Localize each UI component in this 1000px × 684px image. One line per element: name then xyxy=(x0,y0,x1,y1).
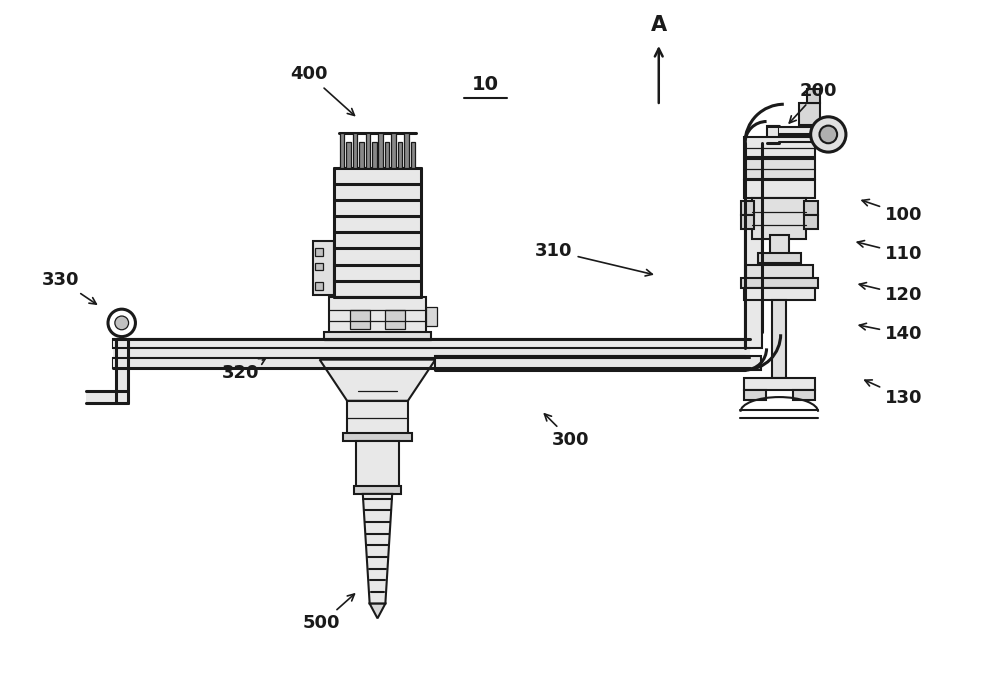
Bar xyxy=(779,127,828,142)
Bar xyxy=(315,263,323,270)
Bar xyxy=(350,310,370,329)
Bar xyxy=(744,378,815,390)
Bar xyxy=(385,310,405,329)
Bar xyxy=(770,235,789,257)
Bar xyxy=(334,168,421,297)
Text: 500: 500 xyxy=(303,594,354,632)
Bar xyxy=(113,339,750,368)
Bar xyxy=(404,133,409,168)
Polygon shape xyxy=(320,360,435,401)
Polygon shape xyxy=(370,604,385,618)
Polygon shape xyxy=(363,494,392,604)
Bar xyxy=(744,159,815,179)
Bar xyxy=(752,198,806,239)
Bar xyxy=(113,339,750,348)
Circle shape xyxy=(108,309,135,337)
Bar xyxy=(767,126,779,143)
Bar xyxy=(435,356,761,370)
Bar xyxy=(804,201,818,215)
Bar xyxy=(353,133,357,168)
Text: 320: 320 xyxy=(222,358,266,382)
Bar xyxy=(391,133,396,168)
Bar xyxy=(315,282,323,290)
Bar xyxy=(793,390,815,400)
Text: 110: 110 xyxy=(857,241,923,263)
Bar xyxy=(744,288,815,300)
Bar xyxy=(315,248,323,256)
Bar xyxy=(746,265,813,280)
Bar xyxy=(86,391,128,403)
Bar xyxy=(347,401,408,435)
Text: 330: 330 xyxy=(42,272,96,304)
Text: 200: 200 xyxy=(789,82,837,123)
Bar xyxy=(366,133,370,168)
Bar xyxy=(359,142,364,168)
Bar xyxy=(329,297,426,334)
Bar xyxy=(378,133,383,168)
Bar xyxy=(356,441,399,488)
Text: 130: 130 xyxy=(865,380,923,407)
Text: 120: 120 xyxy=(859,282,923,304)
Bar xyxy=(354,486,401,494)
Circle shape xyxy=(819,126,837,143)
Bar xyxy=(745,145,762,348)
Bar xyxy=(758,253,801,263)
Bar xyxy=(398,142,402,168)
Bar xyxy=(324,332,431,348)
Bar xyxy=(741,278,818,288)
Bar xyxy=(113,358,750,368)
Bar xyxy=(411,142,415,168)
Text: A: A xyxy=(651,15,667,36)
Text: 310: 310 xyxy=(535,242,652,276)
Bar xyxy=(741,215,754,229)
Bar xyxy=(772,300,786,378)
Bar xyxy=(346,142,351,168)
Text: 140: 140 xyxy=(859,324,923,343)
Bar xyxy=(807,90,820,103)
Bar xyxy=(343,433,412,441)
Bar xyxy=(804,215,818,229)
Circle shape xyxy=(811,117,846,152)
Bar xyxy=(320,347,435,360)
Text: 10: 10 xyxy=(472,75,499,94)
Bar xyxy=(372,142,377,168)
Bar xyxy=(385,142,389,168)
Bar xyxy=(744,137,815,157)
Text: 100: 100 xyxy=(862,200,923,224)
Bar xyxy=(313,241,334,295)
Bar xyxy=(426,306,437,326)
Bar xyxy=(116,339,128,403)
Circle shape xyxy=(115,316,129,330)
Text: 400: 400 xyxy=(290,66,354,116)
Bar xyxy=(799,103,820,124)
Bar xyxy=(340,133,344,168)
Text: 300: 300 xyxy=(544,414,589,449)
Bar xyxy=(744,181,815,198)
Bar xyxy=(741,201,754,215)
Bar xyxy=(744,390,766,400)
